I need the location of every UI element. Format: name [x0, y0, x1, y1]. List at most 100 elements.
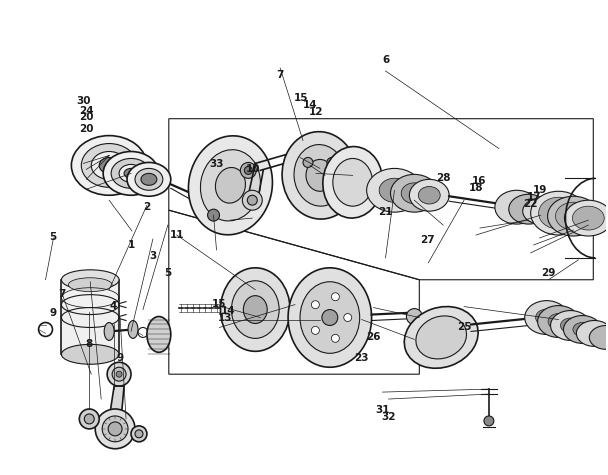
Ellipse shape [300, 282, 360, 353]
Ellipse shape [572, 206, 604, 230]
Circle shape [107, 362, 131, 386]
Ellipse shape [536, 309, 558, 326]
Ellipse shape [221, 268, 290, 352]
Text: 27: 27 [421, 235, 435, 245]
Ellipse shape [91, 152, 127, 180]
Ellipse shape [201, 150, 260, 221]
Text: 7: 7 [276, 69, 283, 80]
Text: 1: 1 [128, 239, 136, 249]
Ellipse shape [495, 190, 539, 224]
Ellipse shape [306, 160, 334, 191]
Text: 2: 2 [143, 202, 150, 212]
Ellipse shape [81, 143, 137, 187]
Ellipse shape [556, 202, 592, 230]
Text: 6: 6 [382, 56, 389, 66]
Ellipse shape [215, 168, 246, 203]
Circle shape [311, 326, 319, 334]
Ellipse shape [404, 306, 478, 368]
Ellipse shape [188, 136, 272, 235]
Text: 18: 18 [469, 183, 483, 193]
Text: 33: 33 [209, 159, 224, 169]
Circle shape [243, 190, 262, 210]
Ellipse shape [561, 318, 581, 333]
Ellipse shape [539, 197, 578, 229]
Ellipse shape [367, 169, 423, 212]
Circle shape [331, 334, 339, 342]
Ellipse shape [124, 169, 138, 178]
Ellipse shape [416, 316, 466, 359]
Ellipse shape [68, 278, 112, 292]
Ellipse shape [127, 162, 171, 196]
Ellipse shape [573, 323, 592, 336]
Ellipse shape [509, 194, 548, 224]
Circle shape [303, 158, 313, 167]
Text: 26: 26 [366, 332, 381, 342]
Text: 31: 31 [375, 405, 390, 415]
Ellipse shape [564, 200, 608, 236]
Text: 20: 20 [79, 112, 94, 122]
Ellipse shape [401, 183, 427, 204]
Text: 20: 20 [79, 124, 94, 134]
Circle shape [79, 409, 99, 429]
Ellipse shape [531, 191, 586, 235]
Circle shape [102, 416, 128, 442]
Text: 29: 29 [542, 268, 556, 278]
Text: 8: 8 [86, 339, 93, 349]
Ellipse shape [333, 159, 373, 206]
Circle shape [207, 209, 219, 221]
Circle shape [327, 158, 337, 167]
Circle shape [108, 422, 122, 436]
Ellipse shape [99, 158, 119, 173]
Circle shape [311, 301, 319, 309]
Ellipse shape [548, 196, 599, 236]
Text: 15: 15 [212, 299, 227, 309]
Ellipse shape [576, 321, 608, 346]
Circle shape [344, 314, 351, 322]
Ellipse shape [71, 135, 147, 195]
Circle shape [331, 293, 339, 301]
Ellipse shape [525, 301, 568, 334]
Text: 30: 30 [76, 95, 91, 105]
Text: 22: 22 [523, 200, 538, 209]
Text: 14: 14 [221, 306, 236, 316]
Ellipse shape [141, 173, 157, 185]
Polygon shape [109, 386, 124, 419]
Text: 15: 15 [294, 93, 308, 103]
Ellipse shape [61, 270, 119, 290]
Circle shape [85, 414, 94, 424]
Ellipse shape [103, 152, 159, 195]
Text: 11: 11 [170, 230, 184, 240]
Text: 10: 10 [246, 164, 260, 174]
Ellipse shape [418, 187, 440, 204]
Text: 17: 17 [527, 192, 541, 202]
Circle shape [484, 416, 494, 426]
Text: 24: 24 [79, 106, 94, 116]
Ellipse shape [288, 268, 371, 367]
Ellipse shape [61, 344, 119, 364]
Ellipse shape [111, 159, 151, 188]
Ellipse shape [119, 164, 143, 182]
Text: 3: 3 [149, 251, 156, 261]
Text: 23: 23 [354, 353, 368, 363]
Text: 19: 19 [533, 185, 547, 195]
Circle shape [135, 430, 143, 438]
Text: 25: 25 [457, 322, 471, 332]
Circle shape [240, 162, 257, 178]
Text: 12: 12 [309, 107, 323, 117]
Circle shape [247, 195, 257, 205]
Ellipse shape [232, 281, 279, 338]
Text: 13: 13 [218, 313, 233, 323]
Circle shape [112, 367, 126, 381]
Circle shape [322, 310, 338, 325]
Ellipse shape [551, 311, 590, 341]
Ellipse shape [548, 314, 569, 330]
Text: 32: 32 [381, 412, 396, 422]
Text: 5: 5 [49, 232, 57, 243]
Text: 14: 14 [303, 100, 317, 110]
Ellipse shape [135, 169, 163, 190]
Text: 4: 4 [110, 301, 117, 311]
Ellipse shape [128, 321, 138, 338]
Ellipse shape [323, 147, 382, 218]
Ellipse shape [523, 198, 559, 224]
Circle shape [131, 426, 147, 442]
